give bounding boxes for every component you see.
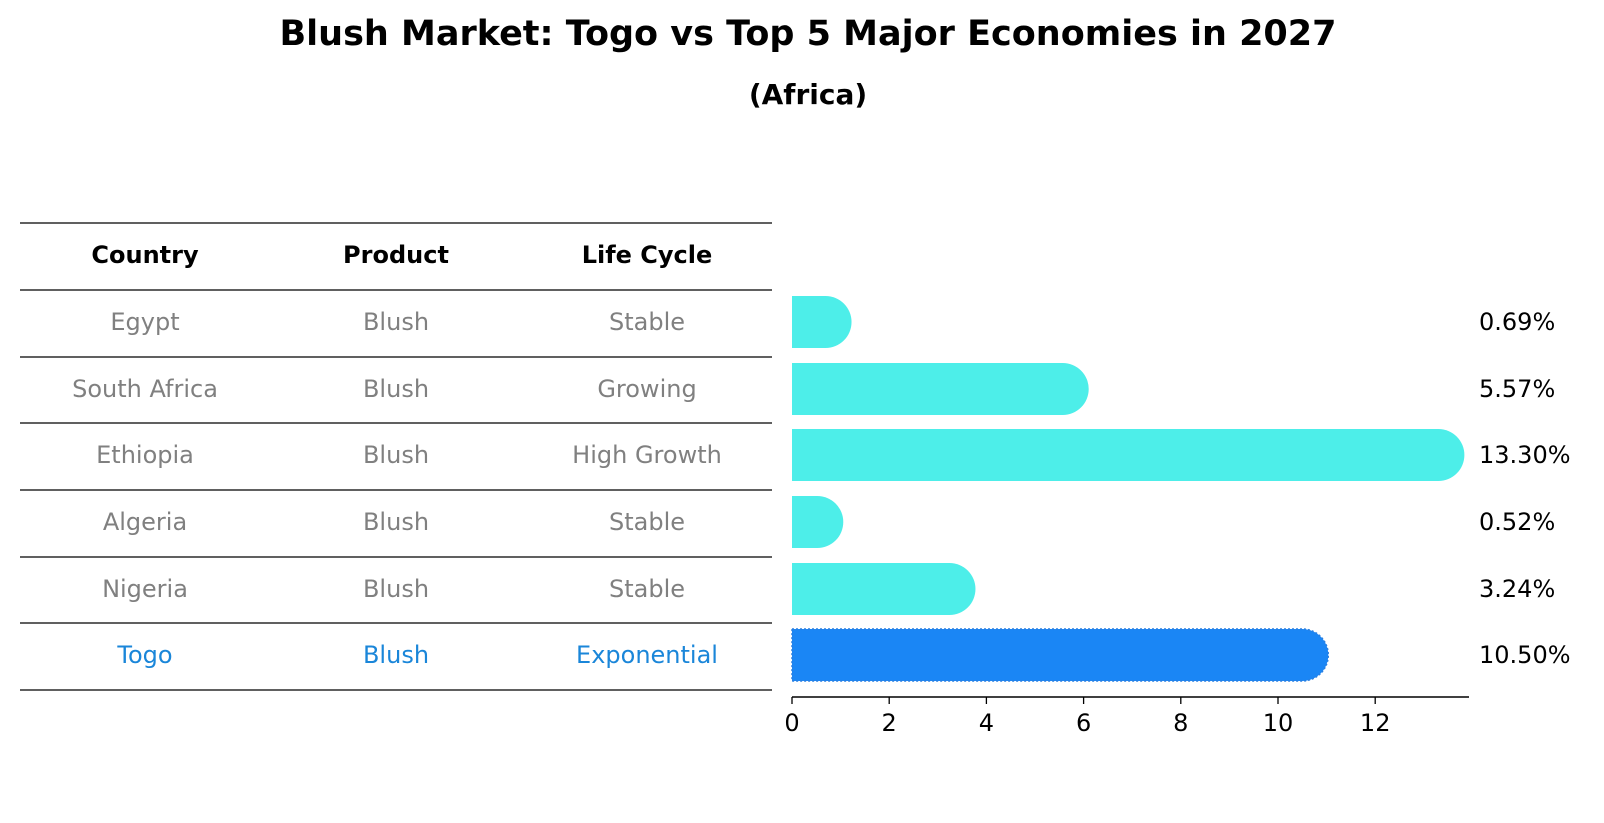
data-label: 0.69% [1479,308,1555,336]
table-cell: Stable [609,508,685,536]
table-cell: Blush [363,375,429,403]
bar [792,296,852,348]
chart-subtitle: (Africa) [748,78,868,111]
x-tick-label: 12 [1360,709,1391,737]
x-tick-label: 0 [784,709,799,737]
table-cell: High Growth [572,441,722,469]
data-table: Country Product Life Cycle Egypt Blush Stable… [20,222,772,691]
data-label: 0.52% [1479,508,1555,536]
table-cell: Stable [609,308,685,336]
table-header-cell: Product [343,241,449,269]
bar-highlight-outline [791,628,1330,682]
table-cell: Ethiopia [96,441,194,469]
data-label: 10.50% [1479,641,1571,669]
table-cell: Growing [597,375,696,403]
table-cell: Blush [363,575,429,603]
x-tick-label: 6 [1076,709,1091,737]
x-tick-label: 4 [979,709,994,737]
table-cell: Egypt [110,308,179,336]
table-cell: Blush [363,441,429,469]
table-cell: Nigeria [102,575,188,603]
x-axis: 0 2 4 6 8 10 12 [784,696,1469,737]
data-label: 5.57% [1479,375,1555,403]
table-cell: Exponential [576,641,718,669]
table-header-cell: Country [91,241,199,269]
bar-series [791,296,1465,682]
table-cell: Blush [363,641,429,669]
chart-title: Blush Market: Togo vs Top 5 Major Econom… [279,14,1337,54]
bar [792,429,1465,481]
bar [792,563,976,615]
table-cell: Algeria [103,508,187,536]
table-cell: Stable [609,575,685,603]
table-cell: Blush [363,508,429,536]
table-header-cell: Life Cycle [582,241,713,269]
table-cell: Togo [116,641,172,669]
value-labels: 0.69% 5.57% 13.30% 0.52% 3.24% 10.50% [1479,308,1571,669]
x-tick-label: 8 [1173,709,1188,737]
data-label: 3.24% [1479,575,1555,603]
bar [792,496,844,548]
table-cell: South Africa [72,375,218,403]
bar [792,629,1329,681]
x-tick-label: 2 [882,709,897,737]
table-cell: Blush [363,308,429,336]
x-tick-label: 10 [1263,709,1294,737]
data-label: 13.30% [1479,441,1571,469]
bar [792,363,1089,415]
